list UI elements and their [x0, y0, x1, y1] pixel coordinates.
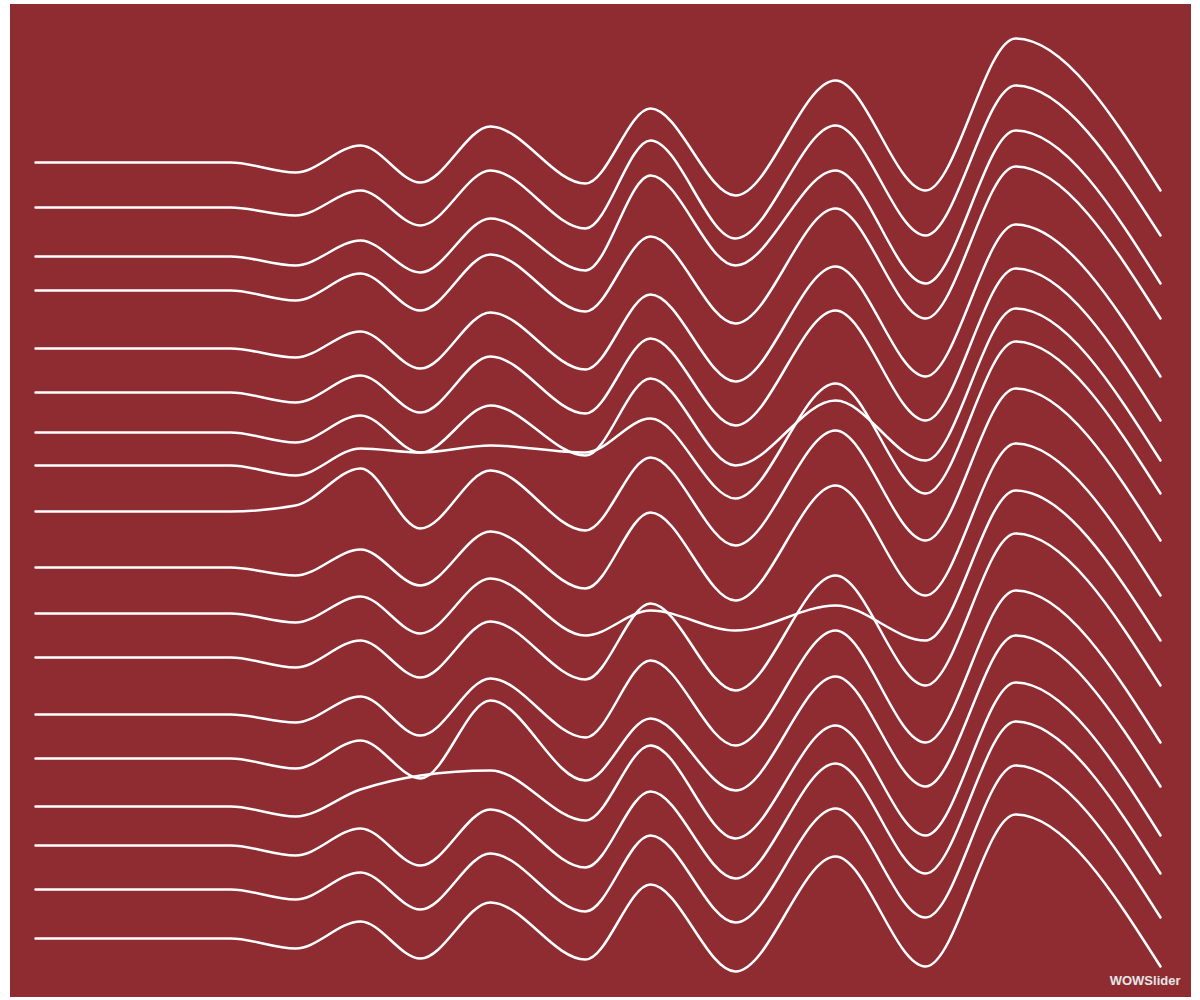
svg-text:WOWSlider: WOWSlider [1110, 973, 1181, 988]
